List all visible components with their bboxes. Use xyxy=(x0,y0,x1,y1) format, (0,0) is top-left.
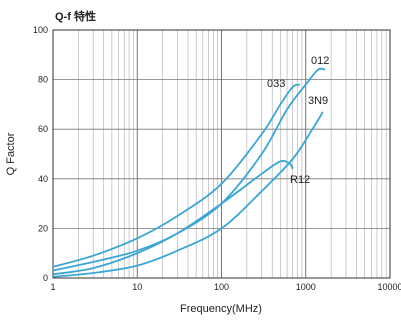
tick-labels: 1 10 100 1000 10000 0 20 40 60 80 100 xyxy=(33,25,401,292)
plot-frame xyxy=(52,29,391,279)
y-tick-label: 60 xyxy=(38,124,48,134)
y-tick-label: 40 xyxy=(38,174,48,184)
series-line-3n9 xyxy=(52,111,324,278)
x-tick-label: 1000 xyxy=(296,282,316,292)
series-lines xyxy=(52,67,326,278)
y-tick-label: 20 xyxy=(38,223,48,233)
x-tick-label: 10000 xyxy=(377,282,401,292)
y-tick-label: 80 xyxy=(38,75,48,85)
y-tick-label: 100 xyxy=(33,25,48,35)
x-tick-label: 100 xyxy=(214,282,229,292)
series-line-033 xyxy=(52,83,301,268)
grid xyxy=(53,30,390,278)
series-label-033: 033 xyxy=(267,78,285,90)
x-tick-label: 1 xyxy=(50,282,55,292)
series-label-012: 012 xyxy=(311,55,329,67)
chart-title: Q-f 特性 xyxy=(55,9,96,23)
x-axis-label: Frequency(MHz) xyxy=(180,303,262,315)
series-labels: 012 033 3N9 R12 xyxy=(267,55,329,186)
y-tick-label: 0 xyxy=(43,273,48,283)
series-line-r12 xyxy=(52,160,294,276)
series-label-r12: R12 xyxy=(290,174,310,186)
series-line-012 xyxy=(52,67,326,272)
y-axis-label: Q Factor xyxy=(5,132,17,175)
series-label-3n9: 3N9 xyxy=(308,95,328,107)
x-tick-label: 10 xyxy=(132,282,142,292)
